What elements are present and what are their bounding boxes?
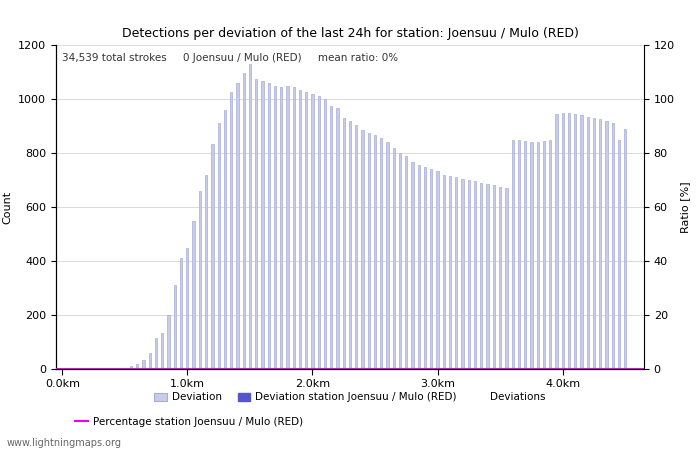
Legend: Percentage station Joensuu / Mulo (RED): Percentage station Joensuu / Mulo (RED) <box>71 413 307 431</box>
Bar <box>167 315 169 369</box>
Bar <box>418 165 420 369</box>
Bar <box>211 144 214 369</box>
Bar <box>430 169 433 369</box>
Bar <box>124 368 126 369</box>
Bar <box>337 108 339 369</box>
Bar <box>412 162 414 369</box>
Bar <box>230 92 232 369</box>
Y-axis label: Count: Count <box>3 190 13 224</box>
Bar <box>505 188 508 369</box>
Text: 34,539 total strokes     0 Joensuu / Mulo (RED)     mean ratio: 0%: 34,539 total strokes 0 Joensuu / Mulo (R… <box>62 53 398 63</box>
Legend: Deviation, Deviation station Joensuu / Mulo (RED), Deviations: Deviation, Deviation station Joensuu / M… <box>150 388 550 406</box>
Bar <box>312 94 314 369</box>
Bar <box>148 353 151 369</box>
Bar <box>174 285 176 369</box>
Text: www.lightningmaps.org: www.lightningmaps.org <box>7 438 122 448</box>
Bar <box>536 142 539 369</box>
Bar <box>512 140 514 369</box>
Bar <box>587 117 589 369</box>
Bar <box>361 130 363 369</box>
Bar <box>405 156 407 369</box>
Bar <box>468 180 470 369</box>
Bar <box>531 142 533 369</box>
Bar <box>318 96 320 369</box>
Bar <box>155 338 158 369</box>
Bar <box>618 140 620 369</box>
Bar <box>542 141 545 369</box>
Bar <box>393 148 395 369</box>
Title: Detections per deviation of the last 24h for station: Joensuu / Mulo (RED): Detections per deviation of the last 24h… <box>122 27 578 40</box>
Bar <box>142 360 145 369</box>
Bar <box>561 112 564 369</box>
Bar <box>305 92 307 369</box>
Bar <box>224 110 226 369</box>
Bar <box>218 123 220 369</box>
Bar <box>380 138 382 369</box>
Bar <box>330 106 332 369</box>
Bar <box>186 248 188 369</box>
Bar <box>248 64 251 369</box>
Bar <box>324 99 326 369</box>
Bar <box>493 185 495 369</box>
Bar <box>161 333 164 369</box>
Bar <box>180 258 182 369</box>
Bar <box>193 220 195 369</box>
Bar <box>574 114 576 369</box>
Bar <box>386 142 389 369</box>
Bar <box>293 87 295 369</box>
Bar <box>580 115 582 369</box>
Bar <box>455 177 458 369</box>
Bar <box>286 86 288 369</box>
Bar <box>255 79 258 369</box>
Bar <box>442 175 445 369</box>
Bar <box>612 123 614 369</box>
Bar <box>449 176 452 369</box>
Bar <box>399 153 401 369</box>
Bar <box>499 187 501 369</box>
Bar <box>474 181 476 369</box>
Bar <box>599 119 601 369</box>
Bar <box>524 141 526 369</box>
Bar <box>518 140 520 369</box>
Bar <box>205 175 207 369</box>
Bar <box>568 112 570 369</box>
Bar <box>242 73 245 369</box>
Bar <box>280 87 282 369</box>
Bar <box>374 135 376 369</box>
Bar <box>593 118 595 369</box>
Bar <box>624 129 626 369</box>
Bar <box>486 184 489 369</box>
Bar <box>299 90 301 369</box>
Bar <box>480 183 482 369</box>
Bar <box>237 83 239 369</box>
Bar <box>342 118 345 369</box>
Bar <box>461 179 463 369</box>
Y-axis label: Ratio [%]: Ratio [%] <box>680 181 690 233</box>
Bar <box>349 121 351 369</box>
Bar <box>606 121 608 369</box>
Bar <box>267 83 270 369</box>
Bar <box>274 86 276 369</box>
Bar <box>424 166 426 369</box>
Bar <box>136 364 139 369</box>
Bar <box>130 366 132 369</box>
Bar <box>368 133 370 369</box>
Bar <box>555 114 558 369</box>
Bar <box>549 140 552 369</box>
Bar <box>355 125 358 369</box>
Bar <box>199 191 201 369</box>
Bar <box>261 81 264 369</box>
Bar <box>436 171 439 369</box>
